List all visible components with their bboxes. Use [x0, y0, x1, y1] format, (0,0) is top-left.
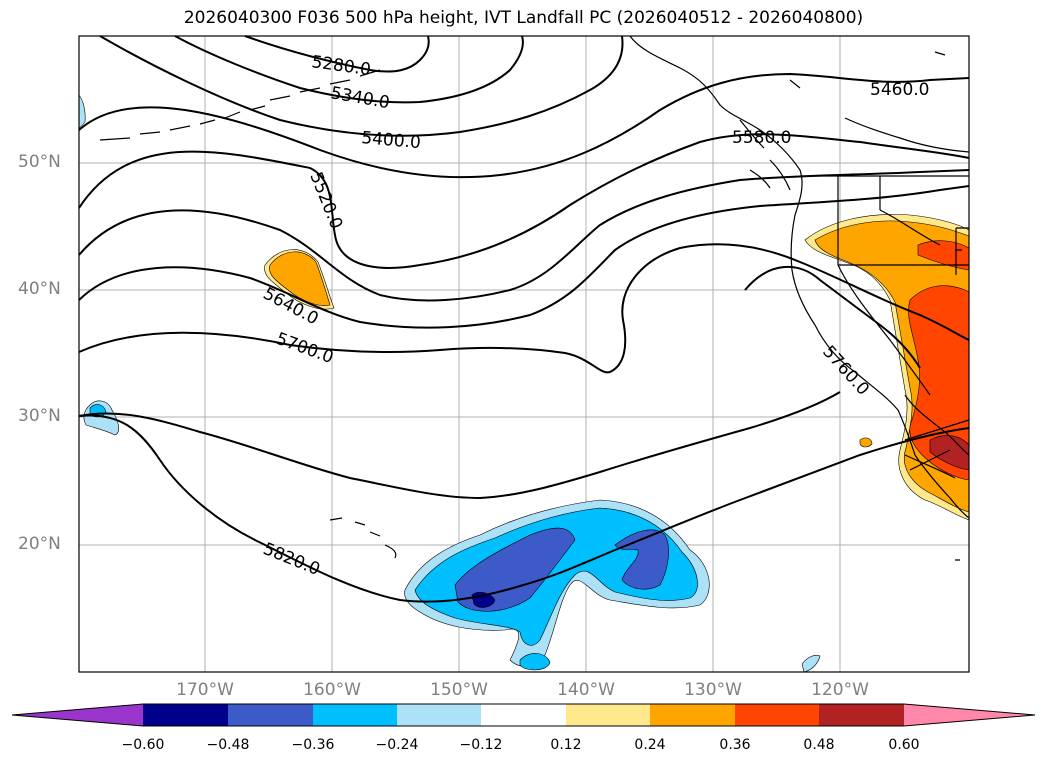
contour-5340	[174, 35, 524, 104]
contour-5820	[78, 414, 970, 603]
colorbar-tick-label: −0.12	[459, 737, 503, 753]
colorbar-seg-1	[143, 704, 228, 726]
colorbar-seg-7	[650, 704, 735, 726]
colorbar-extend-low	[12, 704, 143, 726]
contour-5760-east	[744, 266, 921, 369]
colorbar-seg-6	[566, 704, 650, 726]
colorbar-tick-label: −0.24	[375, 737, 419, 753]
lon-label-170w: 170°W	[176, 680, 234, 700]
lon-label-120w: 120°W	[811, 680, 869, 700]
colorbar-extend-high	[904, 704, 1035, 726]
colorbar-tick-label: 0.24	[634, 737, 666, 753]
colorbar-seg-9	[819, 704, 904, 726]
colorbar-tick-label: −0.60	[121, 737, 165, 753]
colorbar-seg-4	[397, 704, 481, 726]
colorbar-seg-3	[313, 704, 397, 726]
colorbar-tick-label: −0.36	[291, 737, 335, 753]
lat-label-50n: 50°N	[18, 152, 61, 172]
contour-5580	[78, 169, 970, 302]
contour-5520	[78, 133, 970, 269]
colorbar-tick-label: 0.36	[719, 737, 751, 753]
colorbar-seg-5	[481, 704, 566, 726]
map-title: 2026040300 F036 500 hPa height, IVT Land…	[183, 8, 864, 28]
lon-label-160w: 160°W	[303, 680, 361, 700]
contour-5640	[78, 185, 970, 329]
contour-5400	[99, 35, 624, 137]
height-contours	[78, 35, 970, 603]
lon-label-150w: 150°W	[430, 680, 488, 700]
positive-ivt-shading	[264, 214, 970, 521]
coastlines	[99, 35, 970, 561]
colorbar-tick-label: 0.48	[803, 737, 835, 753]
colorbar-seg-2	[228, 704, 313, 726]
contour-label-5580: 5580.0	[732, 128, 791, 148]
lat-label-30n: 30°N	[18, 406, 61, 426]
contour-5700	[78, 243, 970, 374]
colorbar-tick-label: −0.48	[206, 737, 250, 753]
map-frame	[78, 35, 970, 673]
contour-5280	[244, 35, 430, 73]
colorbar-tick-label: 0.12	[550, 737, 582, 753]
contour-5760	[78, 391, 841, 500]
contour-5460	[78, 72, 970, 179]
contour-label-5460: 5460.0	[870, 80, 929, 100]
colorbar-tick-label: 0.60	[888, 737, 920, 753]
lat-label-20n: 20°N	[18, 534, 61, 554]
colorbar-outline	[11, 703, 1036, 727]
lat-label-40n: 40°N	[18, 279, 61, 299]
lon-label-140w: 140°W	[557, 680, 615, 700]
colorbar-seg-8	[735, 704, 819, 726]
colorbar	[11, 703, 1036, 727]
lon-label-130w: 130°W	[684, 680, 742, 700]
